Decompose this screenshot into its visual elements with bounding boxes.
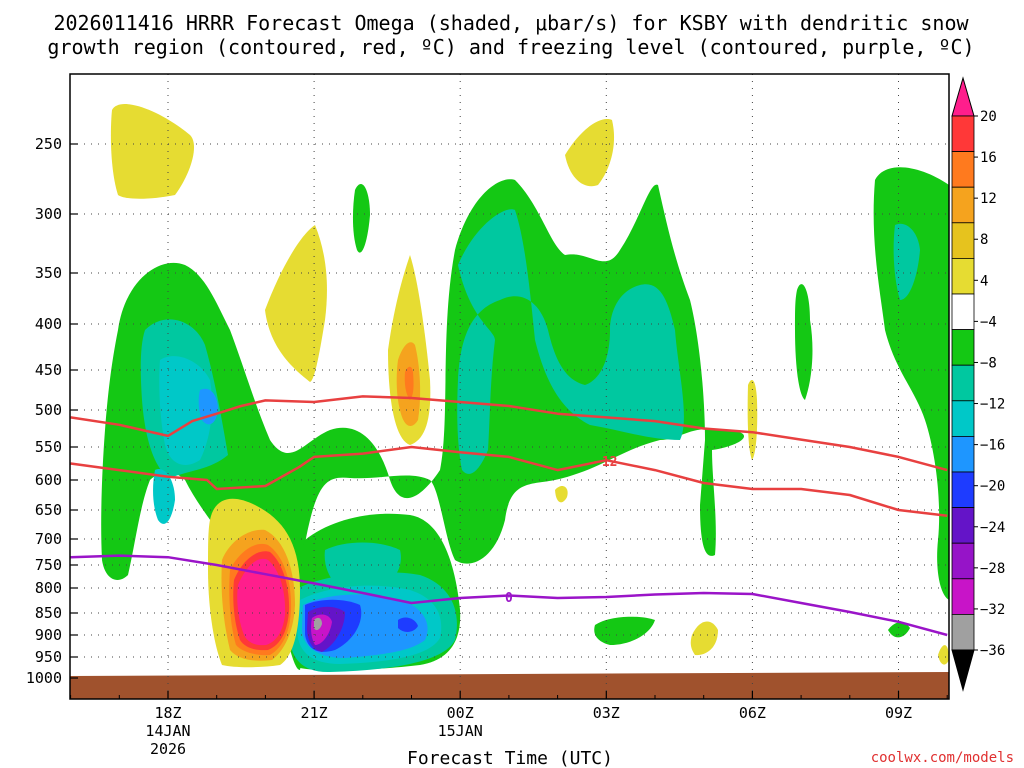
colorbar-label: 12 (980, 191, 997, 207)
omega-shade-teal-4 (893, 223, 920, 300)
omega-shade-green-blob-4 (888, 622, 910, 638)
y-tick-label: 550 (35, 438, 62, 456)
colorbar-swatch (951, 578, 975, 615)
omega-shading (101, 104, 949, 673)
omega-shade-darkblue-2 (398, 617, 418, 632)
contour-line-2 (70, 554, 948, 637)
colorbar-swatch (951, 222, 975, 259)
y-tick-label: 500 (35, 401, 62, 419)
contour-label-zero: 0 (505, 591, 513, 606)
omega-shade-yellow-7 (690, 621, 718, 656)
omega-shade-yellow-5 (747, 380, 758, 460)
y-tick-label: 350 (35, 264, 62, 282)
omega-shade-red-orange-1 (404, 366, 414, 400)
colorbar-swatch (951, 186, 975, 224)
omega-shade-yellow-2 (265, 225, 327, 382)
colorbar-bottom-arrow (951, 649, 975, 692)
omega-shade-yellow-6 (555, 486, 568, 503)
colorbar: 20 16 12 8 4 −4 −8 −12 −16 −20 −24 −28 −32 −36 (951, 76, 1005, 692)
x-axis-title: Forecast Time (UTC) (407, 748, 613, 768)
y-tick-label: 950 (35, 648, 62, 666)
y-tick-label: 850 (35, 604, 62, 622)
x-tick-label: 03Z (593, 704, 620, 722)
colorbar-swatch (951, 400, 975, 437)
y-tick-label: 900 (35, 626, 62, 644)
omega-shade-gray-1 (314, 617, 322, 631)
colorbar-label: 8 (980, 232, 988, 248)
y-tick-label: 700 (35, 530, 62, 548)
contours (70, 395, 948, 637)
colorbar-swatch (951, 435, 975, 473)
x-tick-label: 18Z (154, 704, 181, 722)
omega-shade-green-east (873, 167, 949, 600)
y-tick-label: 650 (35, 501, 62, 519)
contour-labels: −12 0 (505, 455, 617, 606)
omega-shade-green-blob-1 (352, 184, 370, 253)
y-tick-label: 250 (35, 135, 62, 153)
colorbar-label: −20 (980, 479, 1005, 495)
omega-shade-green-blob-2 (795, 284, 813, 400)
omega-shade-pink-core (237, 558, 286, 646)
colorbar-swatch (951, 329, 975, 366)
y-tick-label: 300 (35, 205, 62, 223)
colorbar-label: −16 (980, 438, 1005, 454)
contour-line-1 (70, 445, 948, 518)
omega-shade-cyan-2 (153, 469, 175, 524)
omega-shade-yellow-1 (110, 104, 195, 199)
colorbar-swatch (951, 151, 975, 188)
x-tick-label: 06Z (739, 704, 766, 722)
chart-title-line1: 2026011416 HRRR Forecast Omega (shaded, … (53, 11, 969, 35)
colorbar-label: −4 (980, 314, 997, 330)
colorbar-label: −24 (980, 520, 1005, 536)
y-tick-label: 400 (35, 315, 62, 333)
colorbar-swatch (951, 293, 975, 330)
chart-title-line2: growth region (contoured, red, ºC) and f… (47, 35, 974, 59)
plot-frame (69, 73, 950, 700)
colorbar-label: −28 (980, 561, 1005, 577)
omega-shade-yellow-8 (938, 645, 949, 665)
omega-shade-cyan-1 (159, 356, 212, 465)
omega-shade-teal-2 (457, 209, 684, 474)
y-axis: 250 300 350 400 450 500 550 600 650 700 750 800 850 9… (26, 135, 78, 687)
x-tick-label: 00Z (447, 704, 474, 722)
colorbar-swatch (951, 542, 975, 580)
y-tick-label: 750 (35, 556, 62, 574)
omega-shade-green-blob-3 (594, 616, 655, 645)
colorbar-label: 16 (980, 150, 997, 166)
y-tick-label: 600 (35, 471, 62, 489)
colorbar-label: −12 (980, 397, 1005, 413)
y-tick-label: 1000 (26, 669, 62, 687)
colorbar-label: −36 (980, 643, 1005, 659)
colorbar-label: −8 (980, 355, 997, 371)
x-tick-label: 15JAN (438, 722, 483, 740)
omega-shade-yellow-4 (565, 119, 615, 187)
colorbar-swatch (951, 257, 975, 295)
x-tick-label: 09Z (885, 704, 912, 722)
colorbar-swatch (951, 614, 975, 651)
colorbar-label: −32 (980, 602, 1005, 618)
x-tick-label: 2026 (150, 740, 186, 758)
contour-line-0 (70, 395, 948, 472)
contour-label-minus12: −12 (594, 455, 617, 470)
ground-surface (70, 672, 949, 699)
x-tick-label: 14JAN (145, 722, 190, 740)
colorbar-swatch (951, 471, 975, 508)
colorbar-swatch (951, 364, 975, 402)
credit-text: coolwx.com/models (871, 750, 1014, 766)
colorbar-swatch (951, 115, 975, 152)
colorbar-swatch (951, 507, 975, 544)
colorbar-label: 20 (980, 109, 997, 125)
x-tick-label: 21Z (301, 704, 328, 722)
colorbar-top-arrow (951, 76, 975, 117)
colorbar-label: 4 (980, 273, 988, 289)
y-tick-label: 800 (35, 579, 62, 597)
y-tick-label: 450 (35, 361, 62, 379)
